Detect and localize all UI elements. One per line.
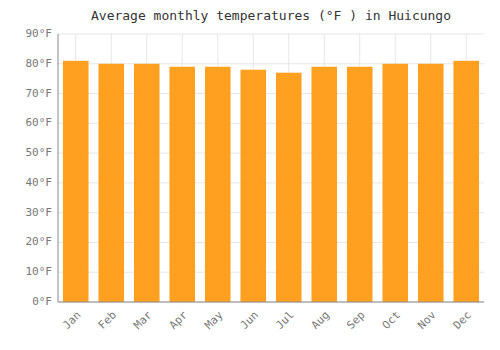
x-tick-label: Nov xyxy=(415,308,439,332)
bar xyxy=(382,64,408,302)
bar xyxy=(418,64,444,302)
y-tick-label: 0°F xyxy=(32,295,52,308)
bar xyxy=(347,67,373,302)
x-tick-label: Mar xyxy=(131,308,155,332)
grid-line-y xyxy=(58,302,484,303)
x-axis-line xyxy=(58,302,484,303)
chart: Average monthly temperatures (°F ) in Hu… xyxy=(0,0,500,350)
y-tick-label: 50°F xyxy=(26,146,53,159)
x-tick-label: Sep xyxy=(344,309,367,332)
x-tick-label: Oct xyxy=(380,309,403,332)
x-tick-label: Jan xyxy=(60,309,83,332)
bars xyxy=(63,61,479,302)
axes: 0°F 10°F 20°F 30°F 40°F 50°F 60°F 70°F 80°F 90°F J… xyxy=(26,27,485,332)
y-tick-label: 30°F xyxy=(26,206,53,219)
bar xyxy=(276,73,302,302)
x-tick-label: May xyxy=(202,308,226,332)
y-tick-label: 20°F xyxy=(26,235,53,248)
y-tick-label: 90°F xyxy=(26,27,53,40)
y-tick-label: 80°F xyxy=(26,57,53,70)
y-tick-label: 10°F xyxy=(26,265,53,278)
title: Average monthly temperatures (°F ) in Hu… xyxy=(91,8,451,23)
grid-line-y xyxy=(58,34,484,35)
bar xyxy=(169,67,195,302)
bar xyxy=(134,64,160,302)
bar xyxy=(205,67,231,302)
x-tick-label: Aug xyxy=(309,309,332,332)
y-tick-label: 60°F xyxy=(26,116,53,129)
bar xyxy=(240,70,266,302)
x-tick-label: Apr xyxy=(167,308,191,332)
x-tick-label: Feb xyxy=(96,309,119,332)
y-tick-label: 40°F xyxy=(26,176,53,189)
grid xyxy=(58,34,484,302)
x-tick-label: Jul xyxy=(273,309,296,332)
bar xyxy=(98,64,124,302)
x-tick-label: Dec xyxy=(451,309,474,332)
bar xyxy=(63,61,89,302)
bar xyxy=(453,61,479,302)
y-tick-label: 70°F xyxy=(26,87,53,100)
bar xyxy=(311,67,337,302)
y-axis-line xyxy=(58,34,59,302)
x-tick-label: Jun xyxy=(238,309,261,332)
